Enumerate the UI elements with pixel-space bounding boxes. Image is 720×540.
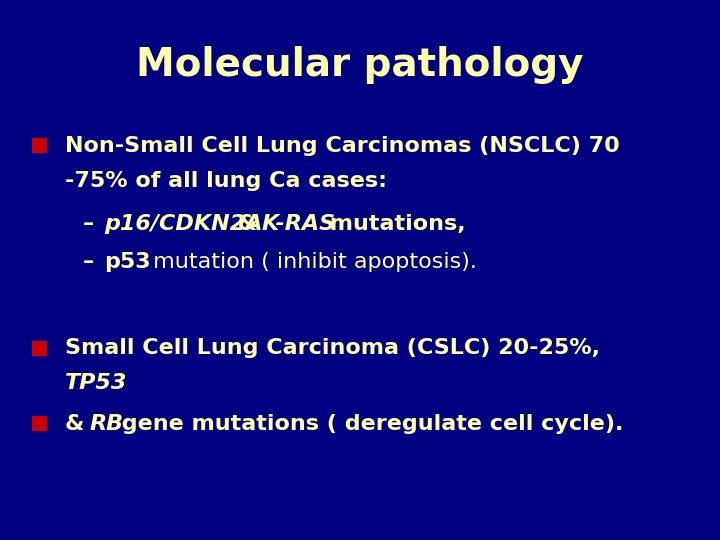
- Text: p53: p53: [104, 252, 151, 272]
- Text: Non-Small Cell Lung Carcinomas (NSCLC) 70: Non-Small Cell Lung Carcinomas (NSCLC) 7…: [65, 136, 619, 156]
- Text: mutation ( inhibit apoptosis).: mutation ( inhibit apoptosis).: [146, 252, 477, 272]
- FancyBboxPatch shape: [32, 341, 47, 356]
- Text: –: –: [83, 214, 102, 234]
- Text: gene mutations ( deregulate cell cycle).: gene mutations ( deregulate cell cycle).: [114, 414, 623, 434]
- FancyBboxPatch shape: [32, 416, 47, 431]
- Text: mutations,: mutations,: [322, 214, 465, 234]
- Text: RB: RB: [89, 414, 123, 434]
- Text: &: &: [230, 214, 266, 234]
- Text: K-RAS: K-RAS: [261, 214, 336, 234]
- Text: p16/CDKN2A: p16/CDKN2A: [104, 214, 263, 234]
- Text: TP53: TP53: [65, 373, 127, 394]
- Text: &: &: [65, 414, 92, 434]
- Text: Small Cell Lung Carcinoma (CSLC) 20-25%,: Small Cell Lung Carcinoma (CSLC) 20-25%,: [65, 338, 600, 359]
- Text: –: –: [83, 252, 102, 272]
- FancyBboxPatch shape: [32, 138, 47, 153]
- Text: -75% of all lung Ca cases:: -75% of all lung Ca cases:: [65, 171, 387, 191]
- Text: Molecular pathology: Molecular pathology: [136, 46, 584, 84]
